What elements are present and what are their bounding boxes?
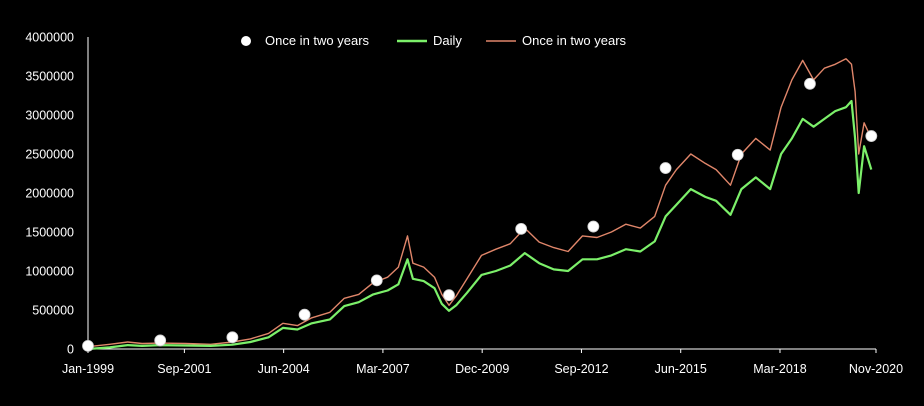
y-tick-label: 1500000 (25, 226, 74, 240)
y-tick-label: 4000000 (25, 31, 74, 45)
x-tick-label: Sep-2012 (554, 362, 608, 376)
y-tick-label: 2500000 (25, 148, 74, 162)
data-point (226, 331, 239, 344)
legend-label-daily: Daily (433, 33, 462, 48)
data-point (659, 162, 672, 174)
data-point (443, 289, 455, 302)
y-tick-label: 0 (67, 343, 74, 357)
data-point (865, 130, 878, 142)
data-point (82, 339, 94, 352)
data-point (587, 220, 600, 233)
legend-marker-points (241, 36, 251, 46)
x-axis: Jan-1999 Sep-2001 Jun-2004 Mar-2007 Dec-2009… (62, 348, 903, 376)
y-tick-label: 1000000 (25, 265, 74, 279)
data-point (515, 222, 528, 235)
legend-label-points: Once in two years (265, 33, 370, 48)
x-tick-label: Jun-2015 (655, 362, 707, 376)
y-tick-label: 500000 (32, 304, 74, 318)
x-tick-label: Nov-2020 (849, 362, 903, 376)
data-point (298, 308, 311, 321)
data-point (370, 274, 383, 287)
x-tick-label: Jan-1999 (62, 362, 114, 376)
points-layer (82, 77, 878, 352)
x-tick-label: Jun-2004 (258, 362, 310, 376)
data-point (731, 148, 744, 161)
y-tick-label: 3500000 (25, 70, 74, 84)
x-tick-label: Mar-2018 (753, 362, 807, 376)
y-tick-label: 3000000 (25, 109, 74, 123)
y-axis: 0 500000 1000000 1500000 2000000 2500000 30000… (25, 31, 89, 357)
legend: Once in two years Daily Once in two year… (241, 33, 627, 48)
y-tick-label: 2000000 (25, 187, 74, 201)
x-tick-label: Dec-2009 (455, 362, 509, 376)
x-tick-label: Mar-2007 (356, 362, 410, 376)
legend-label-twoyear-line: Once in two years (522, 33, 627, 48)
series-line-daily (87, 99, 873, 351)
x-tick-label: Sep-2001 (157, 362, 211, 376)
data-point (804, 77, 816, 90)
data-point (154, 334, 167, 347)
